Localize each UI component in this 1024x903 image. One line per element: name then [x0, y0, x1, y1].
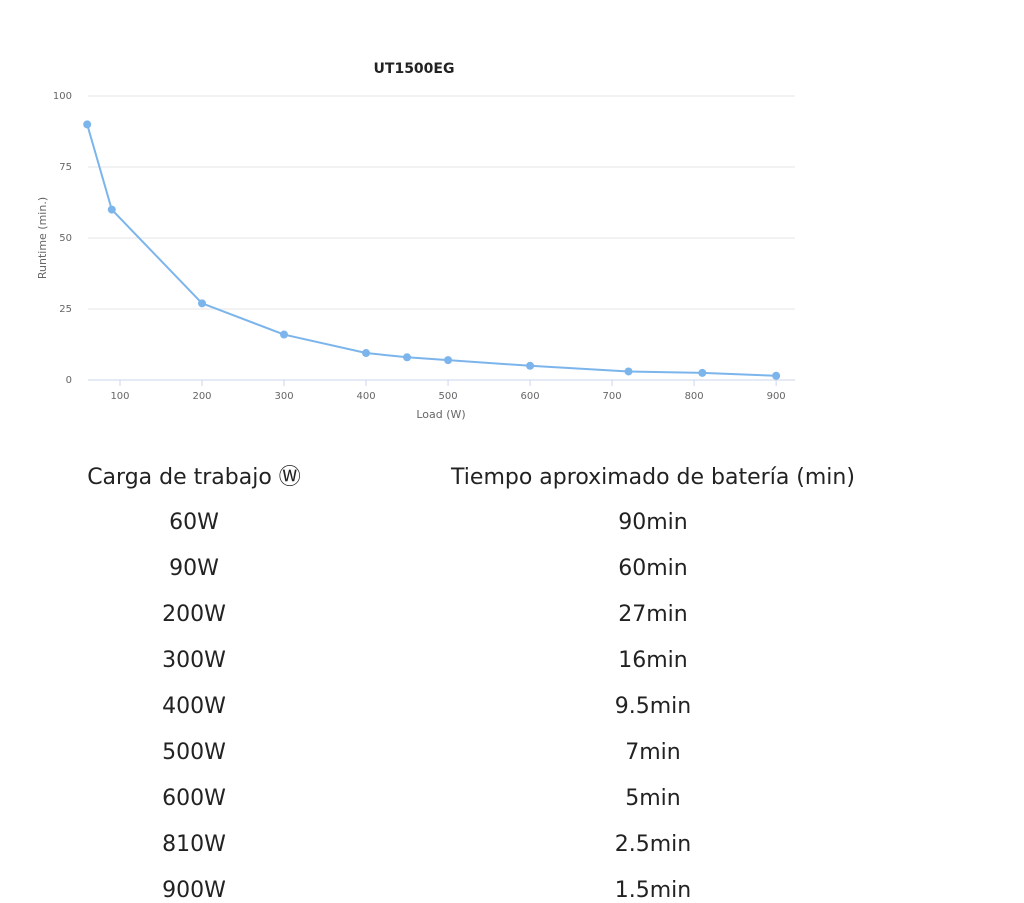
y-tick-label: 25 — [59, 304, 72, 315]
chart-title: UT1500EG — [374, 61, 455, 77]
table-cell: 16min — [618, 648, 687, 673]
table-cell: 90W — [169, 556, 219, 581]
table-cell: 60min — [618, 556, 687, 581]
data-line — [86, 124, 777, 377]
data-point — [444, 356, 453, 365]
data-point — [280, 330, 289, 339]
data-point — [107, 205, 116, 214]
data-point — [362, 349, 371, 358]
y-tick-label: 0 — [66, 375, 72, 386]
table-cell: 2.5min — [615, 832, 691, 857]
x-tick-label: 900 — [767, 391, 786, 402]
table-cell: 27min — [618, 602, 687, 627]
x-tick-label: 300 — [274, 391, 293, 402]
x-tick-label: 100 — [110, 391, 129, 402]
x-axis-label: Load (W) — [416, 408, 465, 421]
table-cell: 300W — [162, 648, 226, 673]
table-cell: 900W — [162, 878, 226, 899]
table-cell: 90min — [618, 510, 687, 535]
table-cell: 200W — [162, 602, 226, 627]
table-cell: 9.5min — [615, 694, 691, 719]
table-cell: 7min — [625, 740, 680, 765]
y-tick-label: 50 — [59, 233, 72, 244]
table-cell: 1.5min — [615, 878, 691, 899]
x-tick-label: 800 — [685, 391, 704, 402]
table-cell: 400W — [162, 694, 226, 719]
table-cell: 600W — [162, 786, 226, 811]
table-cell: 500W — [162, 740, 226, 765]
data-point — [198, 299, 207, 308]
x-tick-label: 600 — [521, 391, 540, 402]
x-tick-label: 500 — [439, 391, 458, 402]
table-cell: 5min — [625, 786, 680, 811]
table-header: Carga de trabajo Ⓦ — [87, 465, 301, 490]
x-tick-label: 400 — [356, 391, 375, 402]
data-point — [83, 120, 92, 129]
data-point — [526, 361, 535, 370]
x-tick-label: 700 — [603, 391, 622, 402]
table-header: Tiempo aproximado de batería (min) — [450, 465, 855, 490]
data-point — [403, 353, 412, 362]
data-point — [772, 371, 781, 380]
y-axis-label: Runtime (min.) — [36, 197, 49, 279]
y-tick-label: 100 — [53, 91, 72, 102]
data-point — [624, 367, 633, 376]
x-tick-label: 200 — [192, 391, 211, 402]
y-tick-label: 75 — [59, 162, 72, 173]
table-cell: 60W — [169, 510, 219, 535]
data-point — [698, 368, 707, 377]
table-cell: 810W — [162, 832, 226, 857]
